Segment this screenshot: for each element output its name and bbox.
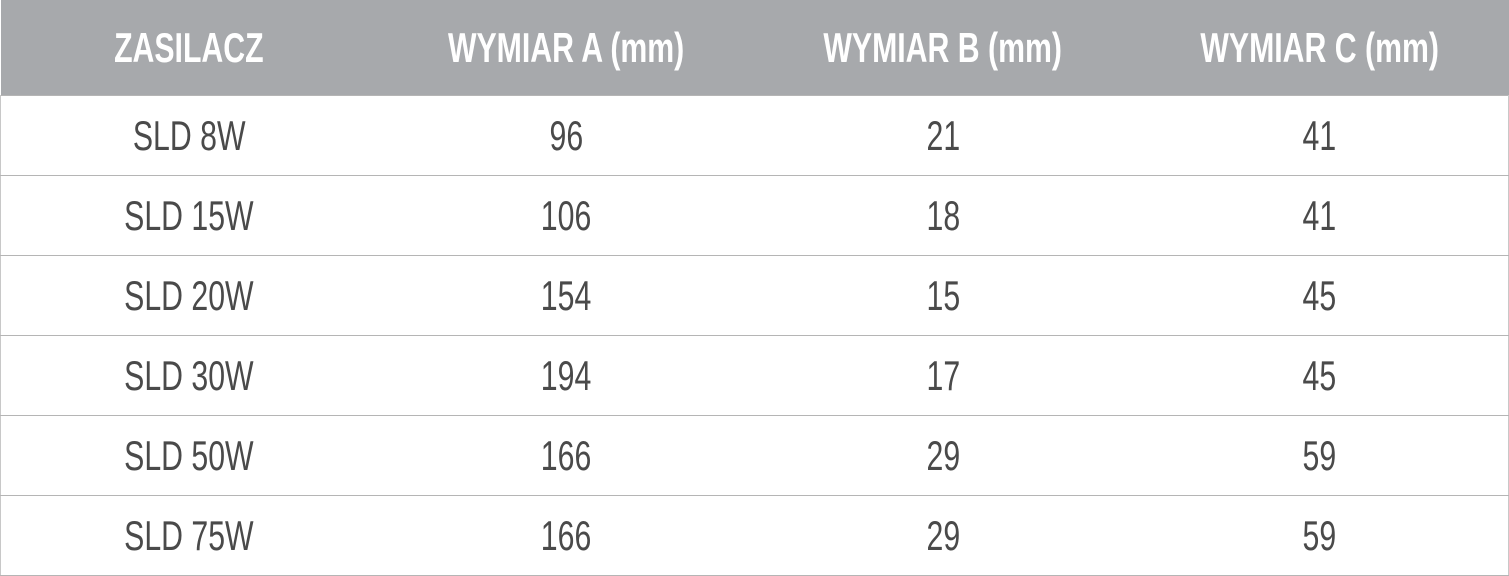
table-cell-text: 21 (926, 111, 960, 159)
table-row: SLD 75W 166 29 59 (0, 495, 1509, 576)
table-cell: 45 (1131, 255, 1509, 336)
table-cell: 29 (754, 495, 1132, 576)
table-cell: SLD 15W (0, 175, 378, 256)
table-cell: 154 (377, 255, 755, 336)
table-cell-text: 59 (1302, 511, 1337, 559)
table-row: SLD 8W 96 21 41 (0, 95, 1509, 176)
table-cell-text: 96 (549, 111, 583, 159)
table-cell-text: 154 (540, 271, 592, 319)
column-header: WYMIAR B (mm) (754, 0, 1132, 96)
table-cell-text: 166 (540, 431, 592, 479)
table-cell: 18 (754, 175, 1132, 256)
table-body: SLD 8W 96 21 41 SLD 15W 106 18 41 SLD 20W 154 15 45… (0, 95, 1509, 576)
column-header: ZASILACZ (0, 0, 378, 96)
table-cell: 59 (1131, 415, 1509, 496)
table-cell: 41 (1131, 175, 1509, 256)
table-cell-text: 17 (926, 351, 960, 399)
table-row: SLD 20W 154 15 45 (0, 255, 1509, 336)
table-cell: 166 (377, 415, 755, 496)
table-cell: SLD 30W (0, 335, 378, 416)
table-row: SLD 50W 166 29 59 (0, 415, 1509, 496)
table-cell-text: 41 (1302, 191, 1337, 239)
table-cell: 21 (754, 95, 1132, 176)
table-row: SLD 15W 106 18 41 (0, 175, 1509, 256)
table-cell-text: SLD 50W (124, 431, 254, 479)
table-cell-text: 194 (540, 351, 592, 399)
table-cell-text: SLD 30W (124, 351, 254, 399)
table-cell: SLD 8W (0, 95, 378, 176)
table-cell: 15 (754, 255, 1132, 336)
table-cell-text: 29 (926, 511, 960, 559)
table-cell-text: SLD 20W (124, 271, 254, 319)
column-header: WYMIAR A (mm) (377, 0, 755, 96)
column-header: WYMIAR C (mm) (1131, 0, 1509, 96)
column-header-text: WYMIAR A (mm) (447, 23, 685, 71)
header-row: ZASILACZ WYMIAR A (mm) WYMIAR B (mm) WYMIAR… (0, 0, 1509, 96)
table-cell-text: SLD 15W (124, 191, 254, 239)
table-row: SLD 30W 194 17 45 (0, 335, 1509, 416)
table-cell-text: SLD 8W (132, 111, 246, 159)
table-cell: SLD 20W (0, 255, 378, 336)
table-cell: 96 (377, 95, 755, 176)
column-header-text: WYMIAR C (mm) (1200, 23, 1440, 71)
table-cell-text: SLD 75W (124, 511, 254, 559)
table-cell: 59 (1131, 495, 1509, 576)
table-cell-text: 166 (540, 511, 592, 559)
table-cell: 29 (754, 415, 1132, 496)
column-header-text: WYMIAR B (mm) (823, 23, 1063, 71)
table-cell: 45 (1131, 335, 1509, 416)
table-cell-text: 18 (926, 191, 960, 239)
table-cell: SLD 50W (0, 415, 378, 496)
table-cell-text: 45 (1302, 271, 1337, 319)
table-header: ZASILACZ WYMIAR A (mm) WYMIAR B (mm) WYMIAR… (0, 0, 1509, 96)
table-cell: 17 (754, 335, 1132, 416)
table-cell-text: 29 (926, 431, 960, 479)
table-cell: 194 (377, 335, 755, 416)
column-header-text: ZASILACZ (114, 23, 264, 71)
table-cell-text: 45 (1302, 351, 1337, 399)
table-cell-text: 106 (540, 191, 592, 239)
table-cell: 166 (377, 495, 755, 576)
table-cell: 106 (377, 175, 755, 256)
table-cell-text: 59 (1302, 431, 1337, 479)
table-cell: 41 (1131, 95, 1509, 176)
table-cell: SLD 75W (0, 495, 378, 576)
table-cell-text: 41 (1302, 111, 1337, 159)
table-cell-text: 15 (926, 271, 960, 319)
